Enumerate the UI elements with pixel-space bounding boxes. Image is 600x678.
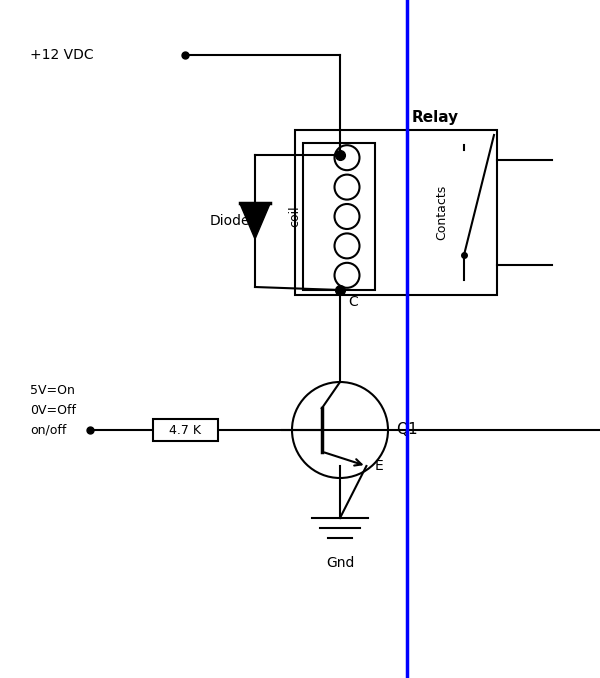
- Polygon shape: [240, 203, 271, 239]
- Text: 4.7 K: 4.7 K: [169, 424, 201, 437]
- Text: 0V=Off: 0V=Off: [30, 403, 76, 416]
- Bar: [295, 130, 497, 295]
- Text: coil: coil: [288, 205, 301, 227]
- Text: Relay: Relay: [412, 110, 459, 125]
- Text: Contacts: Contacts: [436, 185, 449, 240]
- Text: Diode: Diode: [209, 214, 250, 228]
- Bar: [152, 419, 218, 441]
- Text: +12 VDC: +12 VDC: [30, 48, 94, 62]
- Text: Q1: Q1: [396, 422, 418, 437]
- Text: C: C: [348, 295, 358, 309]
- Text: on/off: on/off: [30, 424, 67, 437]
- Text: Gnd: Gnd: [326, 556, 354, 570]
- Bar: [303, 143, 375, 290]
- Text: 5V=On: 5V=On: [30, 384, 75, 397]
- Text: E: E: [374, 459, 383, 473]
